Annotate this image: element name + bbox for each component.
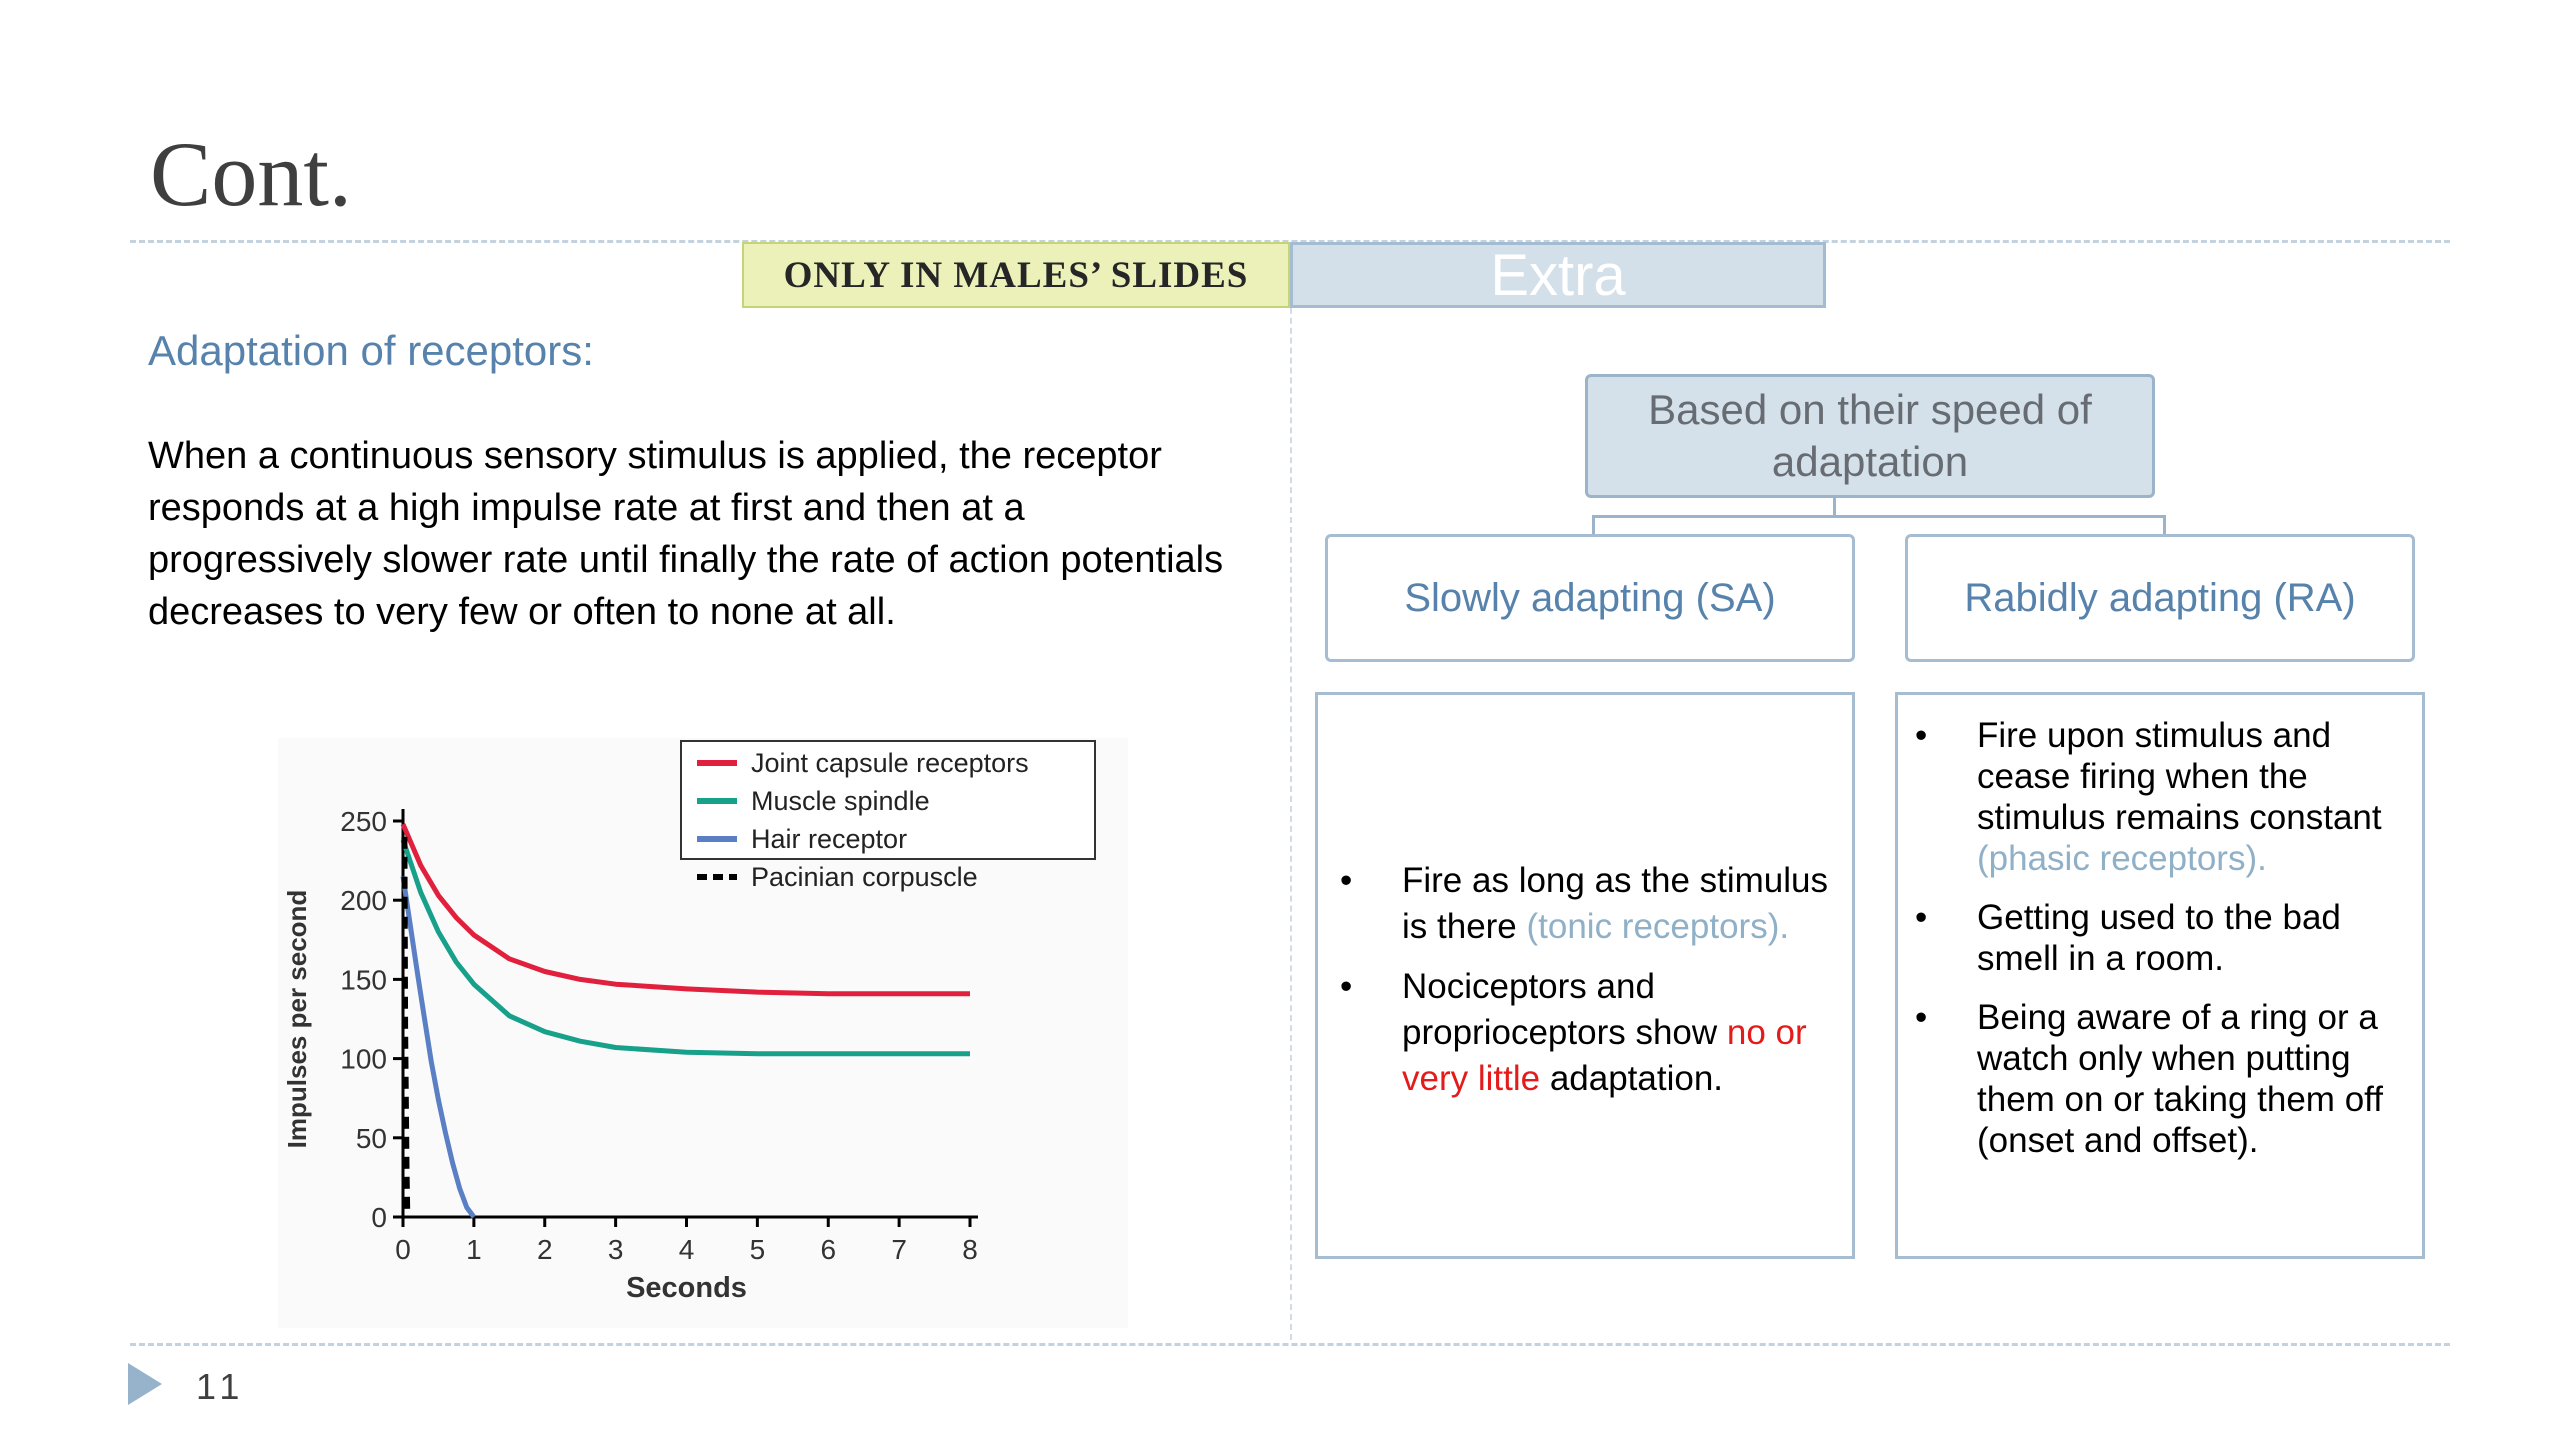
sa-detail-box xyxy=(1315,692,1855,1259)
list-item: • Fire upon stimulus and cease firing wh… xyxy=(1905,715,2415,879)
sa-box: Slowly adapting (SA) xyxy=(1325,534,1855,662)
bullet-note: (phasic receptors). xyxy=(1977,839,2267,878)
y-tick-label: 200 xyxy=(340,885,387,916)
ra-bullet-list: • Fire upon stimulus and cease firing wh… xyxy=(1905,715,2415,1179)
series-line-4 xyxy=(401,836,411,1218)
only-males-tag: ONLY IN MALES’ SLIDES xyxy=(742,242,1290,308)
bullet-icon: • xyxy=(1915,998,1928,1037)
bullet-note: (tonic receptors). xyxy=(1526,907,1790,946)
y-axis-label: Impulses per second xyxy=(282,890,312,1149)
column-divider xyxy=(1290,248,1292,1340)
legend-label: Joint capsule receptors xyxy=(751,748,1029,778)
bullet-icon: • xyxy=(1340,861,1353,900)
list-item: • Being aware of a ring or a watch only … xyxy=(1905,997,2415,1161)
connector-left xyxy=(1592,515,1595,535)
bullet-text: adaptation. xyxy=(1540,1059,1724,1098)
page-number: 11 xyxy=(196,1366,246,1407)
bullet-text: Fire as long as the stimulus is there xyxy=(1402,861,1829,946)
bullet-icon: • xyxy=(1915,898,1928,937)
connector-bar xyxy=(1592,515,2166,518)
bullet-text: Nociceptors and proprioceptors show xyxy=(1402,967,1727,1052)
series-line-1 xyxy=(400,823,970,997)
connector-right xyxy=(2163,515,2166,535)
sa-bullet-list: • Fire as long as the stimulus is there … xyxy=(1330,858,1850,1116)
adaptation-paragraph: When a continuous sensory stimulus is ap… xyxy=(148,435,1224,633)
ra-detail-box xyxy=(1895,692,2425,1259)
x-tick-label: 7 xyxy=(891,1234,907,1265)
next-slide-arrow-icon[interactable] xyxy=(128,1363,162,1405)
x-axis-label: Seconds xyxy=(626,1272,747,1304)
x-tick-label: 0 xyxy=(395,1234,411,1265)
slide-title: Cont. xyxy=(150,123,352,225)
footer-divider xyxy=(130,1343,2450,1346)
bullet-icon: • xyxy=(1915,716,1928,755)
y-tick-label: 150 xyxy=(340,964,387,995)
bullet-icon: • xyxy=(1340,967,1353,1006)
x-tick-label: 1 xyxy=(466,1234,482,1265)
legend-label: Pacinian corpuscle xyxy=(751,862,978,892)
chart-svg: 0 1 2 3 4 5 6 7 8 0 50 100 150 200 250 Seconds Impulses … xyxy=(282,740,1096,1304)
list-item: • Getting used to the bad smell in a roo… xyxy=(1905,897,2415,979)
bullet-highlight: no or very little xyxy=(1402,1013,1807,1098)
section-heading: Adaptation of receptors: xyxy=(148,327,594,374)
legend-label: Hair receptor xyxy=(751,824,907,854)
extra-tag: Extra xyxy=(1290,242,1826,308)
bullet-text: Being aware of a ring or a watch only wh… xyxy=(1977,998,2383,1160)
y-tick-label: 100 xyxy=(340,1044,387,1075)
legend-box xyxy=(680,740,1096,860)
y-tick-label: 250 xyxy=(340,806,387,837)
list-item: • Nociceptors and proprioceptors show no… xyxy=(1330,964,1850,1102)
bullet-text: Getting used to the bad smell in a room. xyxy=(1977,898,2341,978)
diagram-root: Based on their speed of adaptation xyxy=(1585,374,2155,498)
y-tick-label: 50 xyxy=(356,1123,387,1154)
connector-stem xyxy=(1833,498,1836,516)
ra-box: Rabidly adapting (RA) xyxy=(1905,534,2415,662)
x-tick-label: 6 xyxy=(820,1234,836,1265)
list-item: • Fire as long as the stimulus is there … xyxy=(1330,858,1850,950)
title-divider xyxy=(130,240,2450,243)
bullet-text: Fire upon stimulus and cease firing when… xyxy=(1977,716,2382,837)
x-tick-label: 2 xyxy=(537,1234,553,1265)
x-tick-label: 4 xyxy=(679,1234,695,1265)
x-tick-label: 3 xyxy=(608,1234,624,1265)
x-tick-label: 8 xyxy=(962,1234,978,1265)
y-tick-label: 0 xyxy=(371,1202,387,1233)
legend-label: Muscle spindle xyxy=(751,786,930,816)
adaptation-chart: 0 1 2 3 4 5 6 7 8 0 50 100 150 200 250 Seconds Impulses … xyxy=(278,738,1128,1328)
series-line-3 xyxy=(400,876,476,1219)
x-tick-label: 5 xyxy=(750,1234,766,1265)
series-line-2 xyxy=(400,839,970,1057)
